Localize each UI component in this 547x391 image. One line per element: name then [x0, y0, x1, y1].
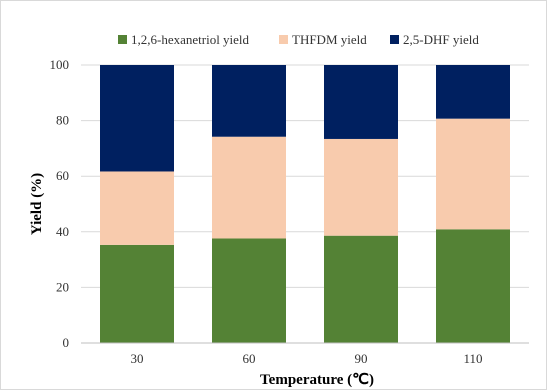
x-tick-label: 30 [131, 351, 144, 366]
y-tick-label: 0 [63, 335, 70, 350]
y-tick-label: 80 [56, 113, 69, 128]
y-axis-title: Yield (%) [29, 173, 45, 235]
bar-segment-3-60 [212, 65, 286, 137]
legend-label: THFDM yield [292, 32, 367, 47]
bar-segment-3-30 [100, 65, 174, 172]
legend-item: 1,2,6-hexanetriol yield [118, 32, 250, 47]
bar-segment-2-60 [212, 136, 286, 239]
legend-item: 2,5-DHF yield [390, 32, 479, 47]
x-tick-label: 110 [463, 351, 482, 366]
x-tick-label: 60 [243, 351, 256, 366]
bar-segment-1-90 [324, 235, 398, 343]
legend-swatch [118, 35, 127, 44]
legend-label: 1,2,6-hexanetriol yield [131, 32, 250, 47]
legend: 1,2,6-hexanetriol yield THFDM yield 2,5-DH… [118, 32, 479, 47]
y-tick-label: 20 [56, 279, 69, 294]
bar-segment-3-110 [436, 65, 510, 119]
y-tick-label: 100 [50, 57, 70, 72]
legend-item: THFDM yield [279, 32, 367, 47]
legend-swatch [390, 35, 399, 44]
legend-label: 2,5-DHF yield [403, 32, 479, 47]
bar-segment-2-90 [324, 138, 398, 236]
bar-segment-2-110 [436, 118, 510, 230]
bars [100, 65, 510, 343]
x-axis-title: Temperature (℃) [260, 372, 374, 388]
bar-segment-1-60 [212, 238, 286, 343]
bar-segment-2-30 [100, 171, 174, 245]
bar-segment-1-30 [100, 244, 174, 343]
bar-segment-3-90 [324, 65, 398, 139]
y-tick-label: 40 [56, 224, 69, 239]
y-tick-labels: 0 20 40 60 80 100 [50, 57, 70, 350]
x-tick-label: 90 [355, 351, 368, 366]
legend-swatch [279, 35, 288, 44]
x-tick-labels: 30 60 90 110 [131, 351, 483, 366]
y-tick-label: 60 [56, 168, 69, 183]
bar-segment-1-110 [436, 229, 510, 343]
